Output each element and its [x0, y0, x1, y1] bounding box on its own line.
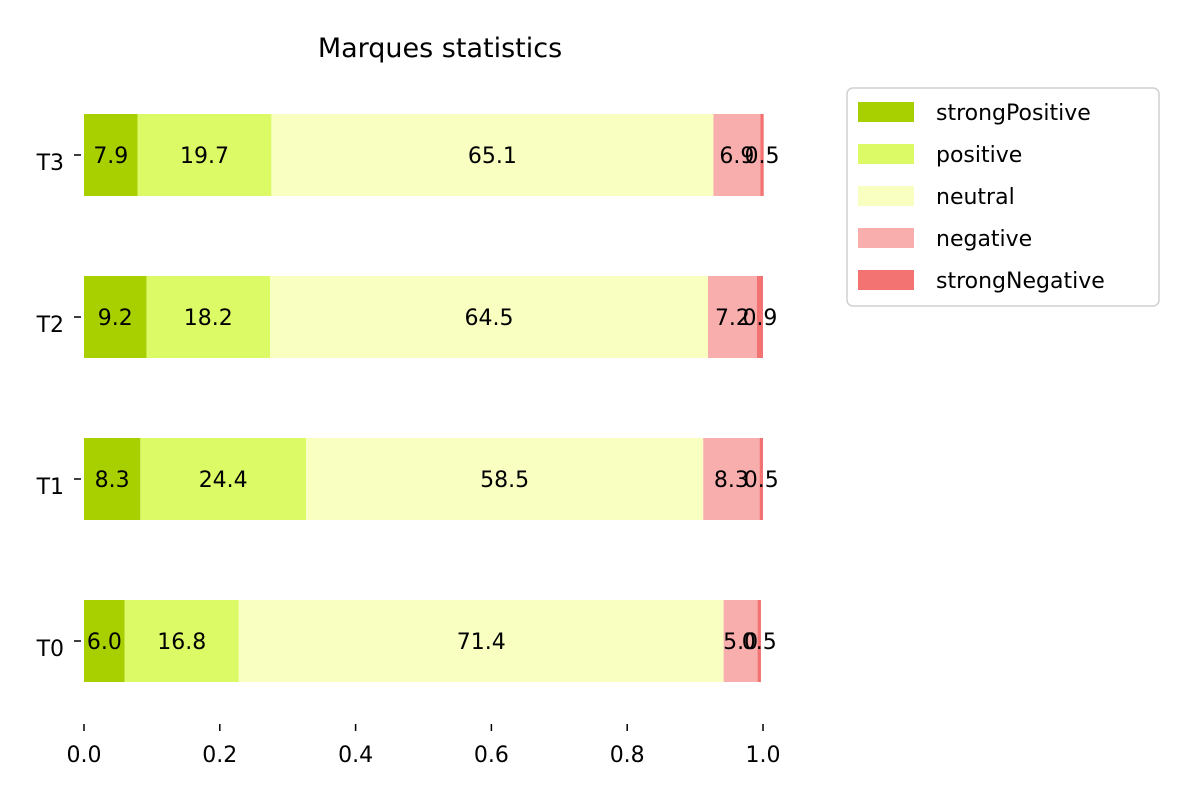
data-label-strongPositive-T1: 8.3: [95, 468, 130, 493]
bar-negative-T0: [723, 600, 758, 682]
bar-strongPositive-T3: [84, 114, 138, 196]
chart-title: Marques statistics: [318, 33, 562, 64]
data-label-negative-T2: 7.2: [715, 306, 750, 331]
y-tick-label-T1: T1: [36, 475, 64, 500]
data-label-neutral-T2: 64.5: [465, 306, 514, 331]
data-label-strongNegative-T3: 0.5: [744, 144, 779, 169]
bar-neutral-T3: [271, 114, 714, 196]
bar-negative-T2: [708, 276, 757, 358]
x-tick-label-0.4: 0.4: [338, 743, 373, 768]
legend-swatch-strongNegative: [858, 270, 914, 290]
bar-neutral-T0: [238, 600, 724, 682]
bar-strongNegative-T1: [759, 438, 763, 520]
data-label-strongNegative-T1: 0.5: [744, 468, 779, 493]
y-axis: T0 T1 T2 T3: [36, 151, 81, 662]
y-tick-label-T2: T2: [36, 313, 64, 338]
bar-neutral-T1: [306, 438, 704, 520]
y-tick-label-T0: T0: [36, 637, 64, 662]
bar-strongNegative-T0: [757, 600, 761, 682]
data-label-neutral-T1: 58.5: [480, 468, 529, 493]
x-tick-label-0.2: 0.2: [202, 743, 237, 768]
bar-strongNegative-T3: [760, 114, 764, 196]
x-tick-label-0.8: 0.8: [610, 743, 645, 768]
data-label-strongPositive-T0: 6.0: [87, 630, 122, 655]
data-label-positive-T3: 19.7: [180, 144, 229, 169]
legend-label-positive: positive: [936, 143, 1022, 168]
data-label-positive-T1: 24.4: [199, 468, 248, 493]
legend-swatch-strongPositive: [858, 102, 914, 122]
data-label-negative-T0: 5.0: [723, 630, 758, 655]
data-label-strongPositive-T3: 7.9: [93, 144, 128, 169]
legend-swatch-negative: [858, 228, 914, 248]
x-tick-label-1.0: 1.0: [746, 743, 781, 768]
bars-group: 6.0 16.8 71.4 5.00.58.3 24.4 58.5 8.30.59.2 18.…: [84, 114, 779, 682]
data-label-negative-T3: 6.9: [719, 144, 754, 169]
bar-positive-T3: [137, 114, 272, 196]
bar-strongNegative-T2: [756, 276, 763, 358]
legend-label-negative: negative: [936, 227, 1032, 252]
bar-positive-T2: [146, 276, 271, 358]
x-tick-label-0.6: 0.6: [474, 743, 509, 768]
legend-swatch-neutral: [858, 186, 914, 206]
data-label-neutral-T0: 71.4: [457, 630, 506, 655]
legend-label-strongNegative: strongNegative: [936, 269, 1105, 294]
data-label-neutral-T3: 65.1: [468, 144, 517, 169]
x-tick-label-0.0: 0.0: [67, 743, 102, 768]
data-label-positive-T0: 16.8: [157, 630, 206, 655]
bar-negative-T3: [713, 114, 761, 196]
x-axis: 0.0 0.2 0.4 0.6 0.8 1.0: [67, 724, 781, 768]
bar-negative-T1: [703, 438, 760, 520]
data-label-strongPositive-T2: 9.2: [98, 306, 133, 331]
bar-strongPositive-T0: [84, 600, 125, 682]
bar-positive-T1: [140, 438, 307, 520]
legend-frame: [846, 87, 1160, 307]
legend-label-neutral: neutral: [936, 185, 1015, 210]
data-label-strongNegative-T2: 0.9: [742, 306, 777, 331]
bar-neutral-T2: [270, 276, 709, 358]
data-label-positive-T2: 18.2: [184, 306, 233, 331]
legend-swatch-positive: [858, 144, 914, 164]
legend-label-strongPositive: strongPositive: [936, 101, 1091, 126]
bar-strongPositive-T2: [84, 276, 147, 358]
bar-strongPositive-T1: [84, 438, 141, 520]
data-label-negative-T1: 8.3: [714, 468, 749, 493]
data-label-strongNegative-T0: 0.5: [742, 630, 777, 655]
legend: strongPositive positive neutral negative str…: [846, 87, 1160, 307]
y-tick-label-T3: T3: [36, 151, 64, 176]
bar-positive-T0: [124, 600, 239, 682]
